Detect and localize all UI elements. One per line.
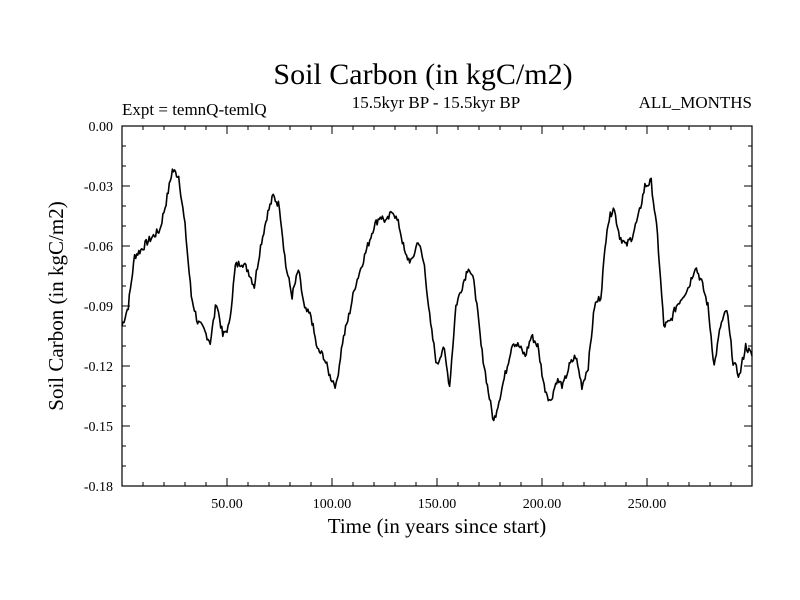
y-tick-label: 0.00 [89, 120, 114, 135]
axis-tick-labels: 50.00 100.00 150.00 200.00 250.00 0.00 -0.03 -0… [84, 120, 666, 512]
y-tick-label: -0.09 [84, 300, 113, 315]
x-tick-label: 250.00 [628, 497, 667, 512]
y-tick-label: -0.03 [84, 180, 113, 195]
y-axis-label: Soil Carbon (in kgC/m2) [44, 201, 68, 410]
x-tick-label: 50.00 [211, 497, 243, 512]
series-line [121, 168, 753, 422]
period-label: 15.5kyr BP - 15.5kyr BP [352, 93, 520, 112]
chart-title: Soil Carbon (in kgC/m2) [273, 58, 572, 91]
x-tick-label: 150.00 [418, 497, 457, 512]
y-tick-label: -0.18 [84, 480, 113, 495]
y-tick-label: -0.12 [84, 360, 113, 375]
x-tick-label: 200.00 [523, 497, 562, 512]
x-axis-label: Time (in years since start) [328, 514, 547, 538]
x-tick-label: 100.00 [313, 497, 352, 512]
axis-ticks [122, 125, 752, 487]
experiment-label: Expt = temnQ-temlQ [122, 100, 267, 119]
y-tick-label: -0.15 [84, 420, 113, 435]
months-label: ALL_MONTHS [639, 93, 752, 112]
y-tick-label: -0.06 [84, 240, 113, 255]
